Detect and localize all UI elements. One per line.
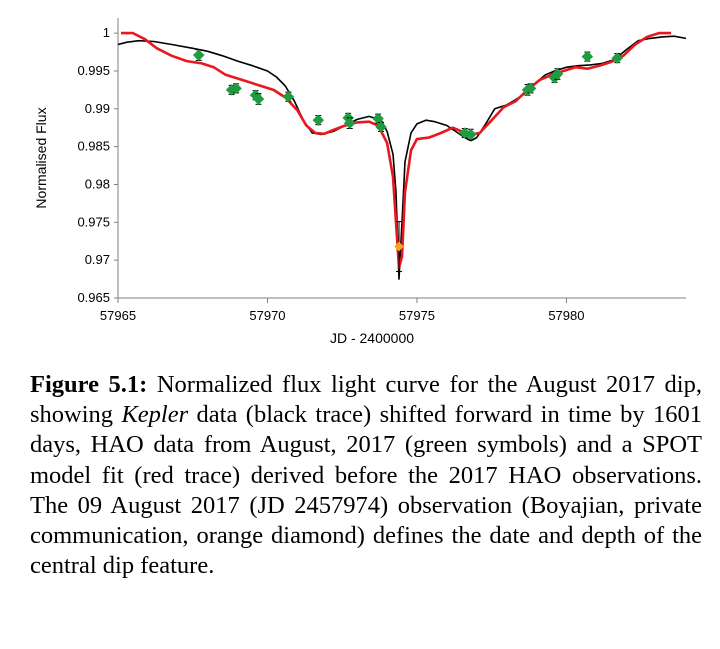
- diamond-marker: [252, 93, 265, 105]
- x-axis-title: JD - 2400000: [330, 330, 414, 346]
- series-layer: [117, 31, 687, 280]
- chart-svg: 0.965 0.97 0.975 0.98 0.985 0.99 0.995 1 57965 57…: [33, 18, 687, 346]
- hao-point: [611, 52, 624, 64]
- hao-point: [375, 121, 387, 133]
- y-tick-label: 0.975: [77, 214, 110, 229]
- hao-point: [312, 114, 325, 127]
- x-tick-label: 57975: [399, 308, 435, 323]
- hao-point: [230, 82, 242, 95]
- diamond-marker: [282, 90, 295, 103]
- diamond-marker: [394, 241, 404, 252]
- y-tick-label: 1: [103, 25, 110, 40]
- hao-point: [252, 93, 265, 105]
- hao-point: [343, 117, 356, 130]
- kepler-trace: [117, 35, 687, 280]
- figure-caption: Figure 5.1: Normalized flux light curve …: [30, 370, 702, 581]
- hao-point: [551, 68, 564, 80]
- boyajian-point: [394, 221, 404, 273]
- y-axis-title: Normalised Flux: [33, 107, 49, 208]
- caption-label: Figure 5.1:: [30, 371, 148, 398]
- hao-point: [524, 82, 537, 95]
- y-tick-label: 0.98: [85, 176, 110, 191]
- diamond-marker: [581, 50, 594, 63]
- hao-point: [464, 128, 477, 141]
- diamond-marker: [551, 68, 564, 80]
- diamond-marker: [312, 114, 325, 127]
- diamond-marker: [192, 49, 205, 61]
- hao-point: [282, 90, 295, 103]
- diamond-marker: [343, 117, 356, 130]
- axes: 0.965 0.97 0.975 0.98 0.985 0.99 0.995 1 57965 57…: [77, 18, 686, 323]
- y-tick-label: 0.985: [77, 139, 110, 154]
- diamond-marker: [611, 52, 624, 64]
- caption-italic-kepler: Kepler: [121, 401, 189, 429]
- x-tick-label: 57970: [249, 308, 285, 323]
- caption-text-2: data (black trace) shifted forward in ti…: [30, 401, 702, 580]
- x-tick-label: 57980: [548, 308, 584, 323]
- diamond-marker: [230, 82, 242, 95]
- diamond-marker: [464, 128, 477, 141]
- x-tick-label: 57965: [100, 308, 136, 323]
- diamond-marker: [524, 82, 537, 95]
- hao-point: [581, 50, 594, 63]
- hao-point: [192, 49, 205, 61]
- spot-model-trace: [121, 31, 672, 270]
- y-tick-label: 0.97: [85, 252, 110, 267]
- y-tick-label: 0.965: [77, 290, 110, 305]
- y-tick-label: 0.99: [85, 101, 110, 116]
- light-curve-chart: 0.965 0.97 0.975 0.98 0.985 0.99 0.995 1 57965 57…: [33, 18, 687, 346]
- caption-text-1: Normalized flux light curve for the Augu…: [30, 371, 702, 429]
- y-tick-label: 0.995: [77, 63, 110, 78]
- diamond-marker: [375, 121, 387, 133]
